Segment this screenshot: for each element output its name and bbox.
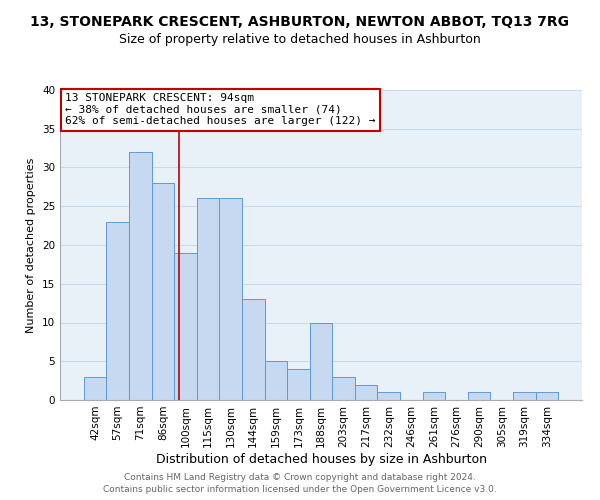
X-axis label: Distribution of detached houses by size in Ashburton: Distribution of detached houses by size … [155,452,487,466]
Bar [422,392,445,400]
Bar [513,392,536,400]
Bar [197,198,220,400]
Bar [106,222,129,400]
Bar [287,369,310,400]
Y-axis label: Number of detached properties: Number of detached properties [26,158,37,332]
Bar [377,392,400,400]
Bar [174,252,197,400]
Bar [536,392,558,400]
Text: Contains HM Land Registry data © Crown copyright and database right 2024.: Contains HM Land Registry data © Crown c… [124,472,476,482]
Bar [129,152,152,400]
Bar [242,299,265,400]
Text: Contains public sector information licensed under the Open Government Licence v3: Contains public sector information licen… [103,485,497,494]
Text: 13, STONEPARK CRESCENT, ASHBURTON, NEWTON ABBOT, TQ13 7RG: 13, STONEPARK CRESCENT, ASHBURTON, NEWTO… [31,15,569,29]
Bar [265,361,287,400]
Text: Size of property relative to detached houses in Ashburton: Size of property relative to detached ho… [119,32,481,46]
Bar [332,377,355,400]
Bar [310,322,332,400]
Bar [84,377,106,400]
Bar [220,198,242,400]
Bar [152,183,174,400]
Bar [355,384,377,400]
Bar [468,392,490,400]
Text: 13 STONEPARK CRESCENT: 94sqm
← 38% of detached houses are smaller (74)
62% of se: 13 STONEPARK CRESCENT: 94sqm ← 38% of de… [65,93,376,126]
